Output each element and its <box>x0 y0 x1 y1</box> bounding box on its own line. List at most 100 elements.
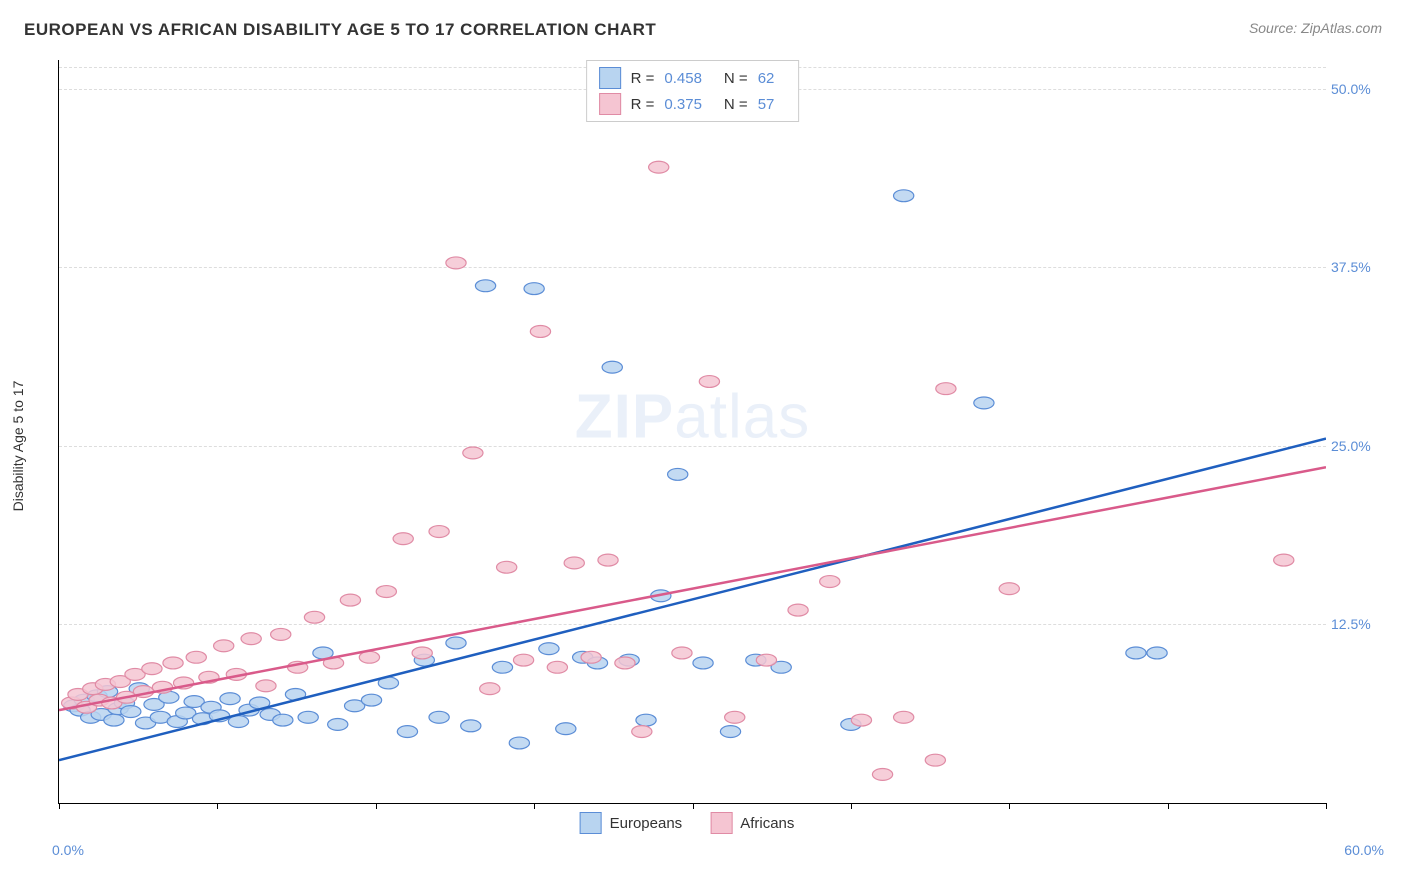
correlation-legend: R = 0.458 N = 62 R = 0.375 N = 57 <box>586 60 800 122</box>
data-point <box>820 576 840 588</box>
y-tick-label: 50.0% <box>1331 81 1386 97</box>
data-point <box>328 718 348 730</box>
data-point <box>475 280 495 292</box>
x-tick <box>376 803 377 809</box>
data-point <box>273 714 293 726</box>
trend-line <box>59 467 1326 710</box>
chart-title: EUROPEAN VS AFRICAN DISABILITY AGE 5 TO … <box>24 20 656 40</box>
data-point <box>429 526 449 538</box>
data-point <box>788 604 808 616</box>
data-point <box>412 647 432 659</box>
data-point <box>672 647 692 659</box>
legend-row-europeans: R = 0.458 N = 62 <box>599 65 787 91</box>
x-tick <box>1168 803 1169 809</box>
n-label: N = <box>724 70 748 87</box>
r-value-africans: 0.375 <box>664 96 702 113</box>
swatch-europeans <box>599 67 621 89</box>
data-point <box>598 554 618 566</box>
data-point <box>974 397 994 409</box>
data-point <box>1126 647 1146 659</box>
r-label: R = <box>631 70 655 87</box>
data-point <box>492 661 512 673</box>
n-label: N = <box>724 96 748 113</box>
data-point <box>186 651 206 663</box>
data-point <box>756 654 776 666</box>
data-point <box>649 161 669 173</box>
data-point <box>461 720 481 732</box>
series-legend: Europeans Africans <box>580 812 795 834</box>
data-point <box>220 693 240 705</box>
y-tick-label: 37.5% <box>1331 259 1386 275</box>
data-point <box>429 711 449 723</box>
data-point <box>121 706 141 718</box>
swatch-africans-icon <box>710 812 732 834</box>
data-point <box>999 583 1019 595</box>
data-point <box>163 657 183 669</box>
legend-label-europeans: Europeans <box>610 815 683 832</box>
y-tick-label: 12.5% <box>1331 616 1386 632</box>
data-point <box>397 726 417 738</box>
data-point <box>725 711 745 723</box>
data-point <box>1274 554 1294 566</box>
data-point <box>530 326 550 338</box>
data-point <box>509 737 529 749</box>
data-point <box>393 533 413 545</box>
swatch-africans <box>599 93 621 115</box>
data-point <box>340 594 360 606</box>
plot-area: ZIPatlas R = 0.458 N = 62 R = 0.375 N = … <box>58 60 1326 804</box>
data-point <box>894 190 914 202</box>
y-axis-label: Disability Age 5 to 17 <box>10 381 26 512</box>
data-point <box>668 468 688 480</box>
data-point <box>446 637 466 649</box>
data-point <box>104 714 124 726</box>
data-point <box>925 754 945 766</box>
data-point <box>693 657 713 669</box>
r-value-europeans: 0.458 <box>664 70 702 87</box>
swatch-europeans-icon <box>580 812 602 834</box>
data-point <box>872 768 892 780</box>
data-point <box>1147 647 1167 659</box>
data-point <box>142 663 162 675</box>
n-value-africans: 57 <box>758 96 775 113</box>
data-point <box>241 633 261 645</box>
data-point <box>699 376 719 388</box>
legend-row-africans: R = 0.375 N = 57 <box>599 91 787 117</box>
chart-container: Disability Age 5 to 17 ZIPatlas R = 0.45… <box>48 60 1326 832</box>
r-label: R = <box>631 96 655 113</box>
legend-item-europeans: Europeans <box>580 812 683 834</box>
legend-item-africans: Africans <box>710 812 794 834</box>
data-point <box>556 723 576 735</box>
legend-label-africans: Africans <box>740 815 794 832</box>
data-point <box>720 726 740 738</box>
x-tick <box>217 803 218 809</box>
data-point <box>304 611 324 623</box>
data-point <box>256 680 276 692</box>
x-tick <box>59 803 60 809</box>
data-point <box>497 561 517 573</box>
data-point <box>602 361 622 373</box>
source-label: Source: ZipAtlas.com <box>1249 20 1382 36</box>
series-svg <box>59 60 1326 803</box>
x-min-label: 0.0% <box>52 842 84 858</box>
data-point <box>376 586 396 598</box>
y-tick-label: 25.0% <box>1331 438 1386 454</box>
data-point <box>524 283 544 295</box>
x-tick <box>534 803 535 809</box>
data-point <box>446 257 466 269</box>
data-point <box>214 640 234 652</box>
data-point <box>894 711 914 723</box>
data-point <box>581 651 601 663</box>
data-point <box>615 657 635 669</box>
data-point <box>463 447 483 459</box>
n-value-europeans: 62 <box>758 70 775 87</box>
data-point <box>636 714 656 726</box>
data-point <box>271 628 291 640</box>
x-max-label: 60.0% <box>1344 842 1384 858</box>
x-tick <box>1326 803 1327 809</box>
data-point <box>513 654 533 666</box>
data-point <box>632 726 652 738</box>
data-point <box>547 661 567 673</box>
data-point <box>298 711 318 723</box>
data-point <box>480 683 500 695</box>
x-tick <box>851 803 852 809</box>
